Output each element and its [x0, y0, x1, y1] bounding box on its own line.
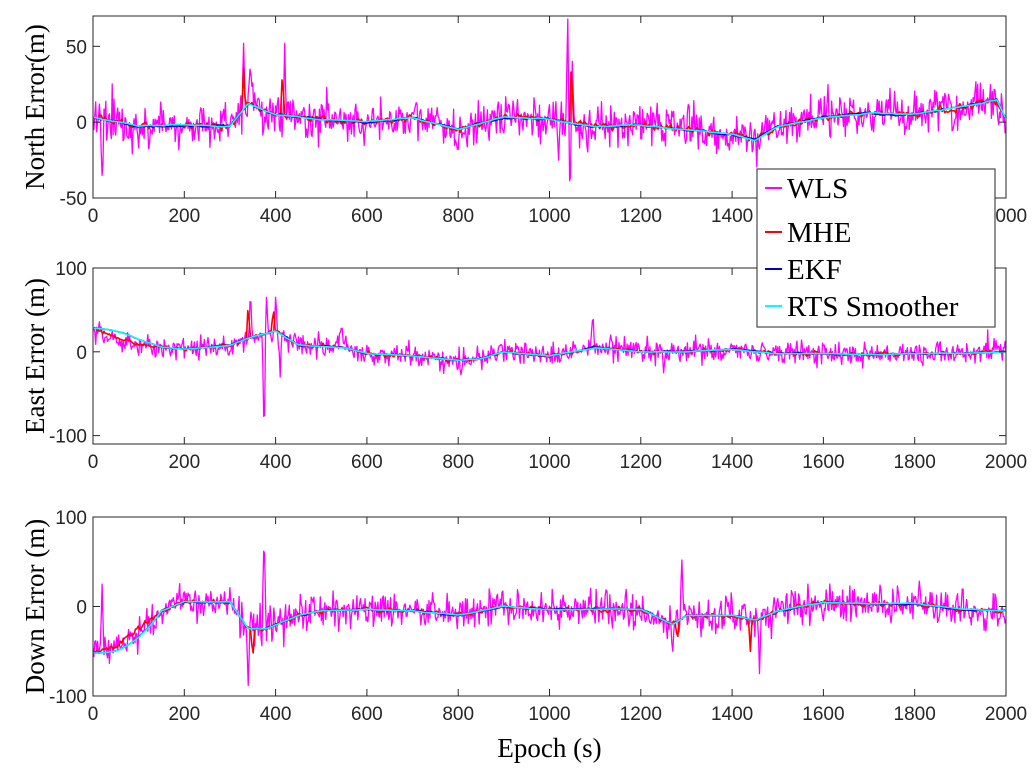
- x-tick-label: 600: [351, 704, 383, 725]
- x-tick-label: 600: [351, 206, 383, 227]
- y-tick-label: 50: [66, 37, 87, 58]
- y-tick-label: 100: [55, 259, 87, 280]
- x-tick-label: 1200: [620, 704, 662, 725]
- x-tick-label: 800: [442, 206, 474, 227]
- x-tick-label: 1000: [528, 206, 570, 227]
- x-tick-label: 2000: [985, 704, 1027, 725]
- series-group: [93, 296, 1006, 418]
- x-tick-label: 600: [351, 452, 383, 473]
- legend-label-mhe: MHE: [787, 217, 851, 249]
- y-tick-label: 0: [76, 343, 87, 364]
- y-tick-label: 0: [76, 598, 87, 619]
- x-tick-label: 1600: [802, 704, 844, 725]
- x-tick-label: 200: [168, 704, 200, 725]
- x-tick-label: 1800: [894, 704, 936, 725]
- east-error-panel: 0 200 400 600 800 1000 1200 1400 1600 1800 2000-10…: [20, 259, 1027, 473]
- x-tick-label: 0: [88, 206, 99, 227]
- x-tick-label: 200: [168, 206, 200, 227]
- x-tick-label: 800: [442, 704, 474, 725]
- x-tick-label: 0: [88, 452, 99, 473]
- x-axis-label: Epoch (s): [497, 733, 601, 763]
- legend-box: [756, 168, 996, 328]
- x-tick-label: 0: [88, 704, 99, 725]
- y-tick-label: -50: [60, 189, 87, 210]
- y-tick-label: -100: [49, 427, 87, 448]
- x-tick-label: 1000: [528, 452, 570, 473]
- legend-label-wls: WLS: [787, 173, 848, 205]
- y-tick-label: 0: [76, 113, 87, 134]
- x-tick-label: 400: [260, 206, 292, 227]
- x-tick-label: 1200: [620, 452, 662, 473]
- x-tick-label: 800: [442, 452, 474, 473]
- x-tick-label: 1400: [711, 704, 753, 725]
- x-tick-label: 400: [260, 452, 292, 473]
- legend-label-ekf: EKF: [787, 254, 842, 286]
- x-tick-label: 1400: [711, 452, 753, 473]
- y-axis-label: Down Error (m): [20, 519, 50, 694]
- series-line-rts-smoother: [93, 99, 1006, 142]
- down-error-panel: 0 200 400 600 800 1000 1200 1400 1600 1800 2000-10…: [20, 508, 1027, 763]
- x-tick-label: 1800: [894, 452, 936, 473]
- y-axis-label: North Error(m): [20, 24, 50, 190]
- x-tick-label: 1200: [620, 206, 662, 227]
- x-tick-label: 400: [260, 704, 292, 725]
- y-axis-label: East Error (m): [20, 278, 50, 434]
- series-line-rts-smoother: [93, 327, 1006, 362]
- legend: WLS MHE EKF RTS Smoother: [756, 168, 996, 328]
- x-tick-label: 200: [168, 452, 200, 473]
- legend-label-rts-smoother: RTS Smoother: [787, 291, 959, 323]
- series-line-rts-smoother: [93, 600, 1006, 654]
- x-tick-label: 1600: [802, 452, 844, 473]
- y-tick-label: 100: [55, 508, 87, 529]
- x-tick-label: 2000: [985, 452, 1027, 473]
- series-group: [93, 550, 1006, 686]
- x-tick-label: 1400: [711, 206, 753, 227]
- series-group: [93, 18, 1006, 182]
- y-tick-label: -100: [49, 687, 87, 708]
- x-tick-label: 1000: [528, 704, 570, 725]
